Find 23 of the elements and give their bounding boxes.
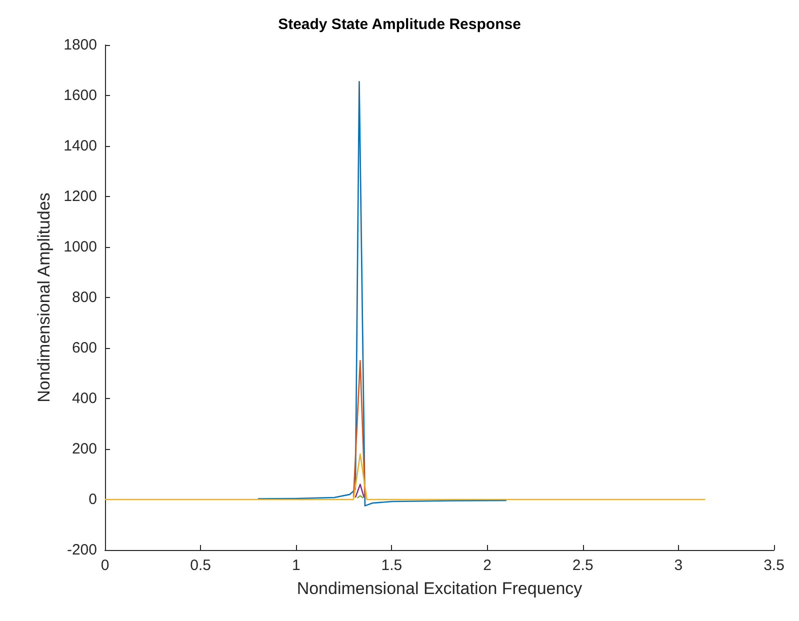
x-tick-label: 1.5 [381, 557, 402, 574]
y-tick-label: 1000 [64, 238, 97, 256]
x-tick-label: 1 [292, 557, 300, 574]
y-tick-label: 1400 [64, 138, 97, 154]
y-tick-label: 1200 [64, 188, 97, 205]
x-tick-label: 2 [483, 557, 492, 574]
y-tick-label: 800 [72, 289, 97, 306]
y-tick-label: 1800 [64, 36, 97, 54]
chart-title: Steady State Amplitude Response [278, 16, 521, 33]
y-tick-label: 1600 [64, 87, 97, 104]
x-tick-label: 0.5 [190, 557, 211, 574]
y-tick-label: 0 [88, 491, 97, 508]
x-tick-label: 3 [674, 557, 683, 574]
x-tick-label: 0 [100, 557, 110, 574]
line-series [257, 80, 508, 506]
y-tick-label: 600 [72, 340, 97, 356]
x-axis-title: Nondimensional Excitation Frequency [296, 579, 583, 598]
y-axis-title: Nondimensional Amplitudes [34, 192, 54, 402]
y-tick-label: 400 [72, 390, 97, 407]
y-tick-label: 200 [72, 440, 97, 458]
y-tick-label: -200 [66, 542, 97, 558]
x-tick-label: 3.5 [764, 557, 784, 574]
x-tick-label: 2.5 [572, 557, 594, 574]
